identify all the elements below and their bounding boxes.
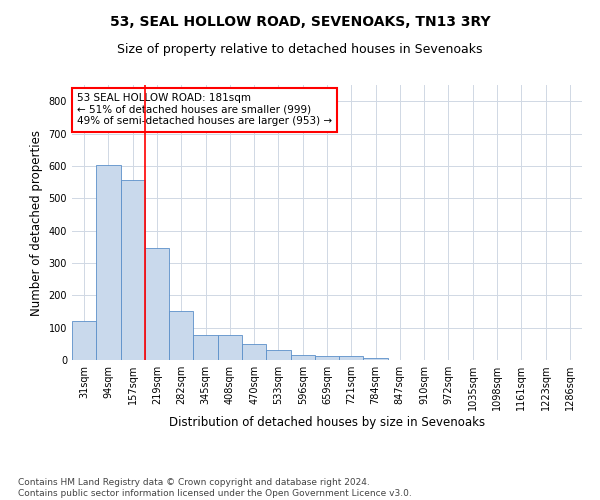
Bar bbox=[218, 335, 242, 360]
Bar bbox=[266, 350, 290, 360]
Text: Size of property relative to detached houses in Sevenoaks: Size of property relative to detached ho… bbox=[117, 42, 483, 56]
Text: 53, SEAL HOLLOW ROAD, SEVENOAKS, TN13 3RY: 53, SEAL HOLLOW ROAD, SEVENOAKS, TN13 3R… bbox=[110, 15, 490, 29]
Text: Contains HM Land Registry data © Crown copyright and database right 2024.
Contai: Contains HM Land Registry data © Crown c… bbox=[18, 478, 412, 498]
Y-axis label: Number of detached properties: Number of detached properties bbox=[30, 130, 43, 316]
Text: 53 SEAL HOLLOW ROAD: 181sqm
← 51% of detached houses are smaller (999)
49% of se: 53 SEAL HOLLOW ROAD: 181sqm ← 51% of det… bbox=[77, 93, 332, 126]
Bar bbox=[242, 344, 266, 360]
Bar bbox=[145, 248, 169, 360]
Bar bbox=[315, 356, 339, 360]
X-axis label: Distribution of detached houses by size in Sevenoaks: Distribution of detached houses by size … bbox=[169, 416, 485, 429]
Bar bbox=[193, 335, 218, 360]
Bar bbox=[96, 165, 121, 360]
Bar bbox=[339, 356, 364, 360]
Bar bbox=[121, 180, 145, 360]
Bar bbox=[169, 312, 193, 360]
Bar bbox=[72, 320, 96, 360]
Bar bbox=[364, 358, 388, 360]
Bar bbox=[290, 355, 315, 360]
